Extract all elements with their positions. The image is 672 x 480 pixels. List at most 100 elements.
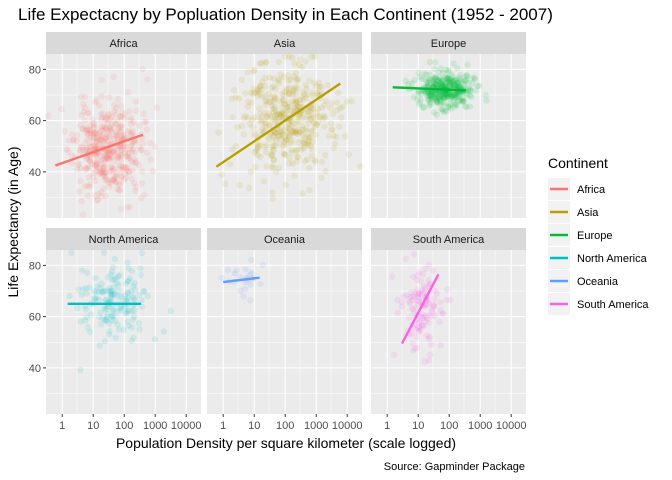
data-point (322, 151, 329, 159)
data-point (431, 312, 439, 319)
data-point (251, 130, 258, 137)
data-point (286, 84, 293, 91)
data-point (442, 74, 450, 82)
data-point (261, 119, 269, 126)
data-point (100, 168, 107, 175)
data-point (436, 74, 444, 81)
data-point (441, 90, 449, 98)
data-point (419, 322, 427, 329)
data-point (240, 131, 247, 138)
data-point (114, 273, 122, 280)
data-point (124, 128, 131, 135)
data-point (320, 112, 327, 120)
data-point (286, 133, 293, 140)
data-point (82, 285, 90, 292)
data-point (426, 299, 433, 307)
legend-item: South America (548, 293, 649, 315)
data-point (460, 98, 467, 105)
data-point (301, 145, 308, 152)
data-point (257, 116, 264, 124)
data-point (446, 95, 453, 103)
data-point (284, 107, 291, 114)
data-point (435, 77, 443, 84)
data-point (96, 152, 104, 159)
data-point (313, 110, 320, 117)
data-point (127, 128, 134, 135)
data-point (273, 109, 280, 116)
data-point (100, 288, 107, 295)
data-point (450, 82, 458, 89)
data-point (77, 93, 85, 100)
data-point (105, 155, 112, 162)
data-point (409, 296, 416, 304)
data-point (341, 133, 349, 140)
data-point (79, 125, 86, 133)
facet-strip-label: Asia (274, 38, 296, 50)
data-point (85, 109, 92, 117)
data-point (142, 118, 150, 126)
data-point (81, 117, 88, 124)
data-point (130, 180, 138, 187)
data-point (338, 114, 345, 121)
data-point (106, 133, 113, 140)
data-point (427, 101, 434, 108)
data-point (410, 293, 417, 300)
data-point (268, 152, 276, 159)
data-point (306, 186, 313, 194)
data-point (286, 90, 293, 98)
data-point (82, 124, 89, 131)
data-point (115, 162, 122, 169)
data-point (285, 125, 292, 133)
data-point (105, 94, 113, 101)
data-point (251, 149, 259, 156)
data-point (394, 296, 401, 304)
data-point (251, 66, 258, 74)
x-tick-label: 1000 (143, 420, 167, 432)
data-point (443, 296, 450, 304)
data-point (96, 129, 104, 136)
data-point (251, 89, 258, 96)
data-point (327, 104, 334, 112)
data-point (143, 149, 151, 157)
data-point (436, 93, 444, 100)
data-point (102, 169, 109, 176)
data-point (339, 103, 346, 111)
data-point (105, 147, 113, 155)
data-point (434, 98, 441, 106)
data-point (428, 341, 435, 348)
data-point (117, 205, 125, 213)
data-point (259, 125, 266, 133)
data-point (268, 151, 276, 158)
data-point (455, 97, 462, 105)
data-point (458, 96, 466, 104)
data-point (245, 184, 253, 192)
data-point (110, 148, 117, 156)
data-point (94, 143, 102, 150)
data-point (106, 123, 114, 131)
trend-line-asia (215, 82, 342, 168)
data-point (99, 164, 107, 171)
data-point (465, 87, 472, 95)
data-point (124, 289, 132, 297)
data-point (318, 104, 325, 112)
data-point (321, 123, 328, 130)
data-point (440, 94, 448, 101)
data-point (279, 127, 286, 135)
data-point (425, 96, 432, 103)
data-point (77, 143, 84, 150)
data-point (86, 126, 94, 134)
data-point (308, 53, 315, 60)
data-point (100, 185, 107, 192)
data-point (88, 160, 96, 168)
data-point (443, 108, 450, 115)
data-point (91, 159, 98, 166)
data-point (458, 78, 465, 85)
data-point (66, 292, 73, 300)
data-point (264, 133, 272, 141)
data-point (153, 104, 160, 111)
data-point (469, 80, 476, 87)
points-asia (215, 53, 364, 202)
data-point (136, 144, 143, 151)
legend-label: Oceania (577, 276, 619, 288)
data-point (253, 89, 260, 97)
